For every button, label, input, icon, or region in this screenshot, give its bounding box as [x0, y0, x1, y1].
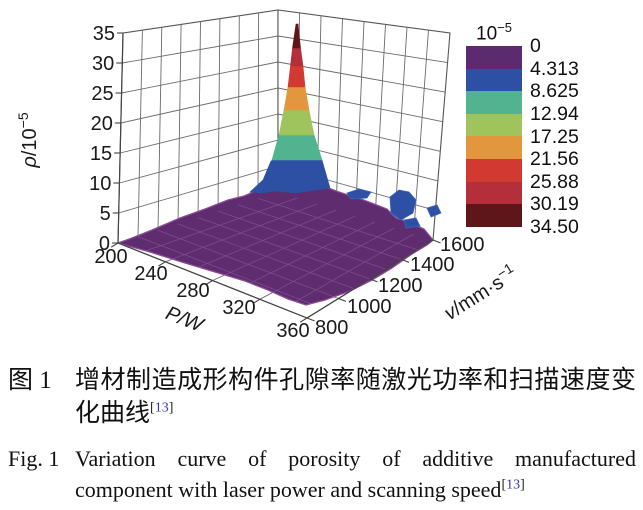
surface-body [115, 183, 442, 306]
z-tick: 15 [90, 143, 112, 165]
v-tick-labels: 800 1000 1200 1400 1600 [315, 234, 485, 339]
spike-band-crimson [290, 47, 304, 67]
ref-bracket: [ [150, 400, 155, 416]
p-tick-labels: 200 240 280 320 360 [94, 246, 309, 342]
p-tick: 360 [276, 320, 309, 342]
v-tick: 1000 [347, 296, 392, 318]
z-axis-label: ρ/10−5 [15, 112, 41, 168]
tick-marks [110, 32, 441, 323]
colorbar-label: 4.313 [530, 57, 579, 80]
reference-marker: [13] [501, 478, 524, 493]
surface-mesh [137, 197, 418, 305]
v-tick: 1600 [440, 234, 485, 256]
colorbar [466, 46, 522, 227]
figure-number-en: Fig. 1 [8, 446, 60, 471]
p-tick: 200 [94, 246, 127, 268]
ref-number: 13 [154, 400, 169, 416]
colorbar-band [466, 204, 522, 227]
caption-body-cn: 增材制造成形构件孔隙率随激光功率和扫描速度变化曲线 [75, 367, 636, 427]
colorbar-title-exp: −5 [497, 20, 512, 35]
ref-bracket: ] [168, 400, 174, 416]
colorbar-title: 10−5 [464, 20, 524, 45]
z-tick-labels: 35 30 25 20 15 10 5 0 [89, 23, 115, 255]
reference-marker: [13] [150, 401, 173, 416]
colorbar-band [466, 91, 522, 114]
z-tick: 35 [93, 23, 115, 45]
caption-text-en: Variation curve of porosity of additive … [75, 443, 636, 505]
spike-band-green [278, 109, 315, 136]
z-tick: 5 [100, 203, 111, 225]
colorbar-band [466, 159, 522, 182]
p-tick: 280 [176, 280, 209, 302]
colorbar-band [466, 136, 522, 160]
z-tick: 25 [91, 83, 113, 105]
v-tick: 800 [315, 317, 348, 339]
wall-left-grid [118, 12, 279, 237]
caption-english: Fig. 1 Variation curve of porosity of ad… [8, 443, 636, 505]
v-tick: 1400 [410, 254, 455, 276]
ref-number: 13 [506, 477, 521, 493]
ref-bracket: [ [501, 477, 507, 493]
figure-number-cn: 图 1 [8, 367, 52, 394]
colorbar-label: 25.88 [530, 170, 579, 193]
spike-band-red [287, 65, 306, 88]
spike-band-orange [283, 86, 310, 111]
z-tick: 30 [92, 53, 114, 75]
spike-band-maroon [292, 23, 301, 49]
colorbar-band [466, 46, 522, 69]
v-tick: 1200 [378, 275, 423, 297]
caption-chinese: 图 1 增材制造成形构件孔隙率随激光功率和扫描速度变化曲线[13] [8, 364, 636, 430]
z-tick: 10 [89, 173, 111, 195]
colorbar-label: 12.94 [530, 102, 579, 125]
spike-band-blue [261, 159, 331, 194]
colorbar-label: 8.625 [530, 80, 579, 103]
colorbar-legend: 10−5 0 4.313 8.625 12.94 17.25 21.56 25.… [464, 20, 642, 238]
surface-plot: 35 30 25 20 15 10 5 0 200 240 280 320 36… [15, 9, 516, 342]
colorbar-label: 30.19 [530, 193, 579, 216]
p-axis-label: P/W [163, 302, 208, 337]
ref-bracket: ] [520, 477, 525, 493]
colorbar-label: 17.25 [530, 125, 579, 148]
colorbar-label: 21.56 [530, 148, 579, 171]
colorbar-label: 0 [530, 35, 541, 57]
colorbar-label: 34.50 [530, 216, 579, 238]
caption-body-en: Variation curve of porosity of additive … [75, 446, 636, 502]
z-tick: 0 [99, 233, 110, 255]
p-tick: 240 [134, 263, 167, 285]
p-tick: 320 [222, 297, 255, 319]
z-tick: 20 [91, 113, 113, 135]
spike-band-teal [271, 134, 323, 161]
colorbar-band [466, 113, 522, 137]
colorbar-band [466, 181, 522, 205]
colorbar-band [466, 68, 522, 92]
surface-blue-bumps [346, 188, 442, 229]
colorbar-title-base: 10 [476, 23, 498, 45]
caption-text-cn: 增材制造成形构件孔隙率随激光功率和扫描速度变化曲线[13] [75, 364, 636, 430]
porosity-spike [249, 23, 331, 194]
